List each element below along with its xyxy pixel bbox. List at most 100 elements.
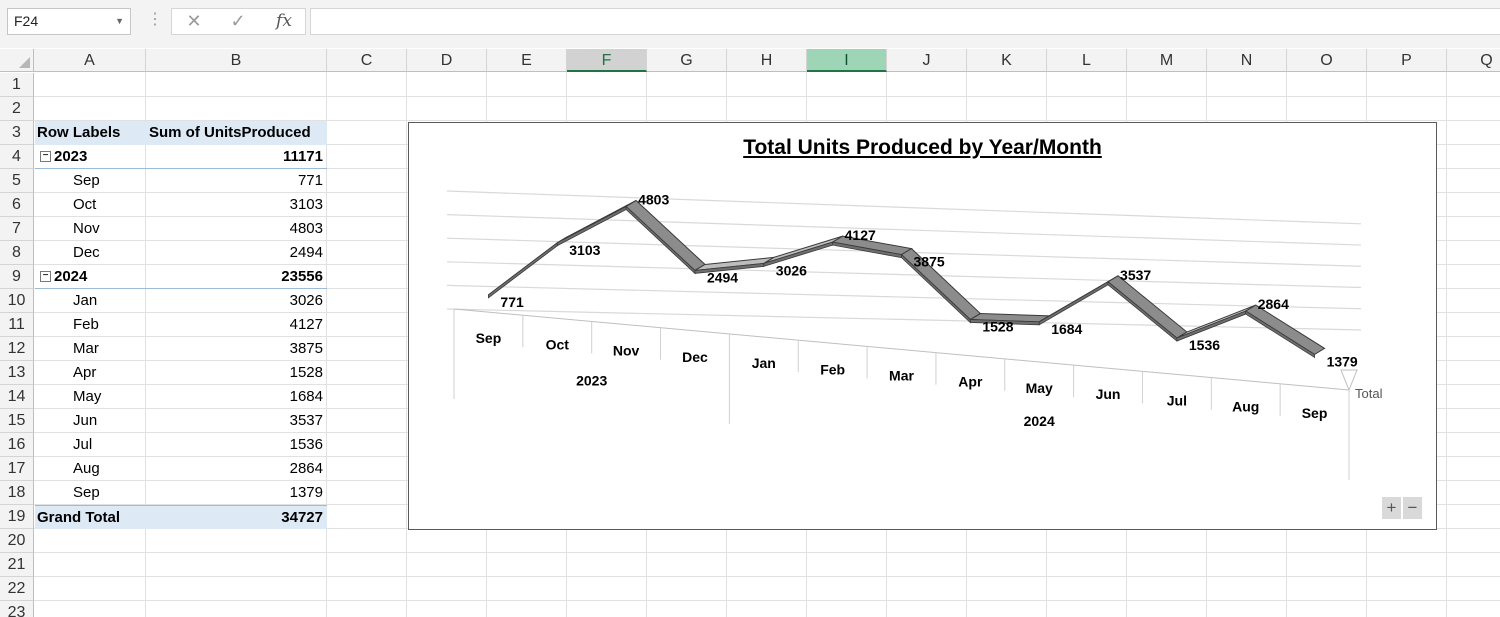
chart-series-segment[interactable] <box>625 199 706 272</box>
row-header-12[interactable]: 12 <box>0 337 34 361</box>
x-axis-label[interactable]: Jun <box>1096 386 1121 402</box>
x-axis-label[interactable]: Sep <box>476 330 502 346</box>
x-axis-label[interactable]: Dec <box>682 349 708 365</box>
pivot-value-header[interactable]: Sum of UnitsProduced <box>146 121 327 145</box>
select-all-button[interactable] <box>0 49 34 72</box>
pivot-month-label[interactable]: Jun <box>35 409 146 433</box>
data-label[interactable]: 2864 <box>1258 296 1289 312</box>
column-header-h[interactable]: H <box>727 49 807 72</box>
pivot-value[interactable]: 11171 <box>146 145 327 169</box>
pivot-value[interactable]: 1528 <box>289 364 323 381</box>
zoom-out-button[interactable]: − <box>1403 497 1422 519</box>
data-label[interactable]: 1379 <box>1327 353 1358 369</box>
row-header-11[interactable]: 11 <box>0 313 34 337</box>
pivot-row-labels-header[interactable]: Row Labels <box>35 121 178 145</box>
row-header-2[interactable]: 2 <box>0 97 34 121</box>
x-axis-label[interactable]: Apr <box>958 374 983 390</box>
column-header-l[interactable]: L <box>1047 49 1127 72</box>
column-header-d[interactable]: D <box>407 49 487 72</box>
row-header-15[interactable]: 15 <box>0 409 34 433</box>
column-header-a[interactable]: A <box>34 49 146 72</box>
pivot-month-label[interactable]: Apr <box>35 361 146 385</box>
x-axis-label[interactable]: Nov <box>613 343 640 359</box>
data-label[interactable]: 4127 <box>845 227 876 243</box>
more-options-icon[interactable]: ⋮ <box>147 11 163 28</box>
column-header-e[interactable]: E <box>487 49 567 72</box>
pivot-month-label[interactable]: Nov <box>35 217 146 241</box>
pivot-value[interactable]: 3026 <box>289 292 323 309</box>
column-header-p[interactable]: P <box>1367 49 1447 72</box>
data-label[interactable]: 3103 <box>569 242 600 258</box>
pivot-value[interactable]: 23556 <box>146 265 327 289</box>
row-header-19[interactable]: 19 <box>0 505 34 529</box>
x-axis-group-label[interactable]: 2024 <box>1024 413 1055 429</box>
pivot-value[interactable]: 771 <box>297 172 323 189</box>
x-axis-label[interactable]: Feb <box>820 361 845 377</box>
row-header-7[interactable]: 7 <box>0 217 34 241</box>
chart-title[interactable]: Total Units Produced by Year/Month <box>743 136 1102 159</box>
data-label[interactable]: 2494 <box>707 269 738 285</box>
row-header-13[interactable]: 13 <box>0 361 34 385</box>
cancel-icon[interactable]: ✕ <box>186 11 202 31</box>
pivot-value[interactable]: 4803 <box>289 220 323 237</box>
data-label[interactable]: 1528 <box>982 319 1013 335</box>
pivot-month-label[interactable]: Mar <box>35 337 146 361</box>
data-label[interactable]: 1684 <box>1051 321 1082 337</box>
chevron-down-icon[interactable]: ▼ <box>115 16 124 26</box>
row-header-14[interactable]: 14 <box>0 385 34 409</box>
data-label[interactable]: 3026 <box>776 262 807 278</box>
pivot-month-label[interactable]: Feb <box>35 313 146 337</box>
pivot-month-label[interactable]: Aug <box>35 457 146 481</box>
data-label[interactable]: 1536 <box>1189 337 1220 353</box>
x-axis-label[interactable]: Mar <box>889 368 914 384</box>
insert-function-button[interactable]: fx <box>276 11 292 31</box>
formula-input[interactable] <box>310 8 1500 35</box>
chart-plot-area[interactable]: 771 3103 4803 2494 3026 4127 3875 1528 1684 3537 1… <box>409 123 1436 529</box>
row-header-21[interactable]: 21 <box>0 553 34 577</box>
x-axis-group-label[interactable]: 2023 <box>576 372 607 388</box>
row-header-8[interactable]: 8 <box>0 241 34 265</box>
row-header-10[interactable]: 10 <box>0 289 34 313</box>
row-header-17[interactable]: 17 <box>0 457 34 481</box>
row-header-3[interactable]: 3 <box>0 121 34 145</box>
column-header-i[interactable]: I <box>807 49 887 72</box>
data-label[interactable]: 4803 <box>638 192 669 208</box>
series-axis-label[interactable]: Total <box>1355 386 1383 401</box>
pivot-value[interactable]: 4127 <box>289 316 323 333</box>
row-header-22[interactable]: 22 <box>0 577 34 601</box>
column-header-q[interactable]: Q <box>1447 49 1500 72</box>
pivot-month-label[interactable]: Jan <box>35 289 146 313</box>
pivot-month-label[interactable]: Oct <box>35 193 146 217</box>
pivot-month-label[interactable]: Dec <box>35 241 146 265</box>
column-header-f[interactable]: F <box>567 49 647 72</box>
x-axis-label[interactable]: Jan <box>752 355 776 371</box>
pivot-value[interactable]: 1379 <box>289 484 323 501</box>
row-header-4[interactable]: 4 <box>0 145 34 169</box>
pivot-value[interactable]: 3875 <box>289 340 323 357</box>
column-header-k[interactable]: K <box>967 49 1047 72</box>
pivot-month-label[interactable]: May <box>35 385 146 409</box>
column-header-b[interactable]: B <box>146 49 327 72</box>
column-header-g[interactable]: G <box>647 49 727 72</box>
grand-total-label[interactable]: Grand Total <box>35 505 146 529</box>
data-label[interactable]: 771 <box>500 294 524 310</box>
grand-total-value[interactable]: 34727 <box>146 505 327 529</box>
x-axis-label[interactable]: May <box>1026 380 1053 396</box>
line-chart[interactable]: Total Units Produced by Year/Month 771 31… <box>408 122 1437 530</box>
column-header-j[interactable]: J <box>887 49 967 72</box>
pivot-month-label[interactable]: Jul <box>35 433 146 457</box>
pivot-year-label[interactable]: −2023 <box>35 145 146 169</box>
row-header-9[interactable]: 9 <box>0 265 34 289</box>
collapse-icon[interactable]: − <box>40 270 51 282</box>
data-label[interactable]: 3875 <box>914 254 945 270</box>
column-header-c[interactable]: C <box>327 49 407 72</box>
pivot-value[interactable]: 1536 <box>289 436 323 453</box>
pivot-value[interactable]: 2494 <box>289 244 323 261</box>
checkmark-icon[interactable]: ✓ <box>230 11 246 31</box>
chart-series-segment[interactable] <box>1244 304 1326 355</box>
column-header-n[interactable]: N <box>1207 49 1287 72</box>
chart-series-segment[interactable] <box>1107 275 1188 339</box>
data-label[interactable]: 3537 <box>1120 267 1151 283</box>
zoom-in-button[interactable]: + <box>1382 497 1401 519</box>
